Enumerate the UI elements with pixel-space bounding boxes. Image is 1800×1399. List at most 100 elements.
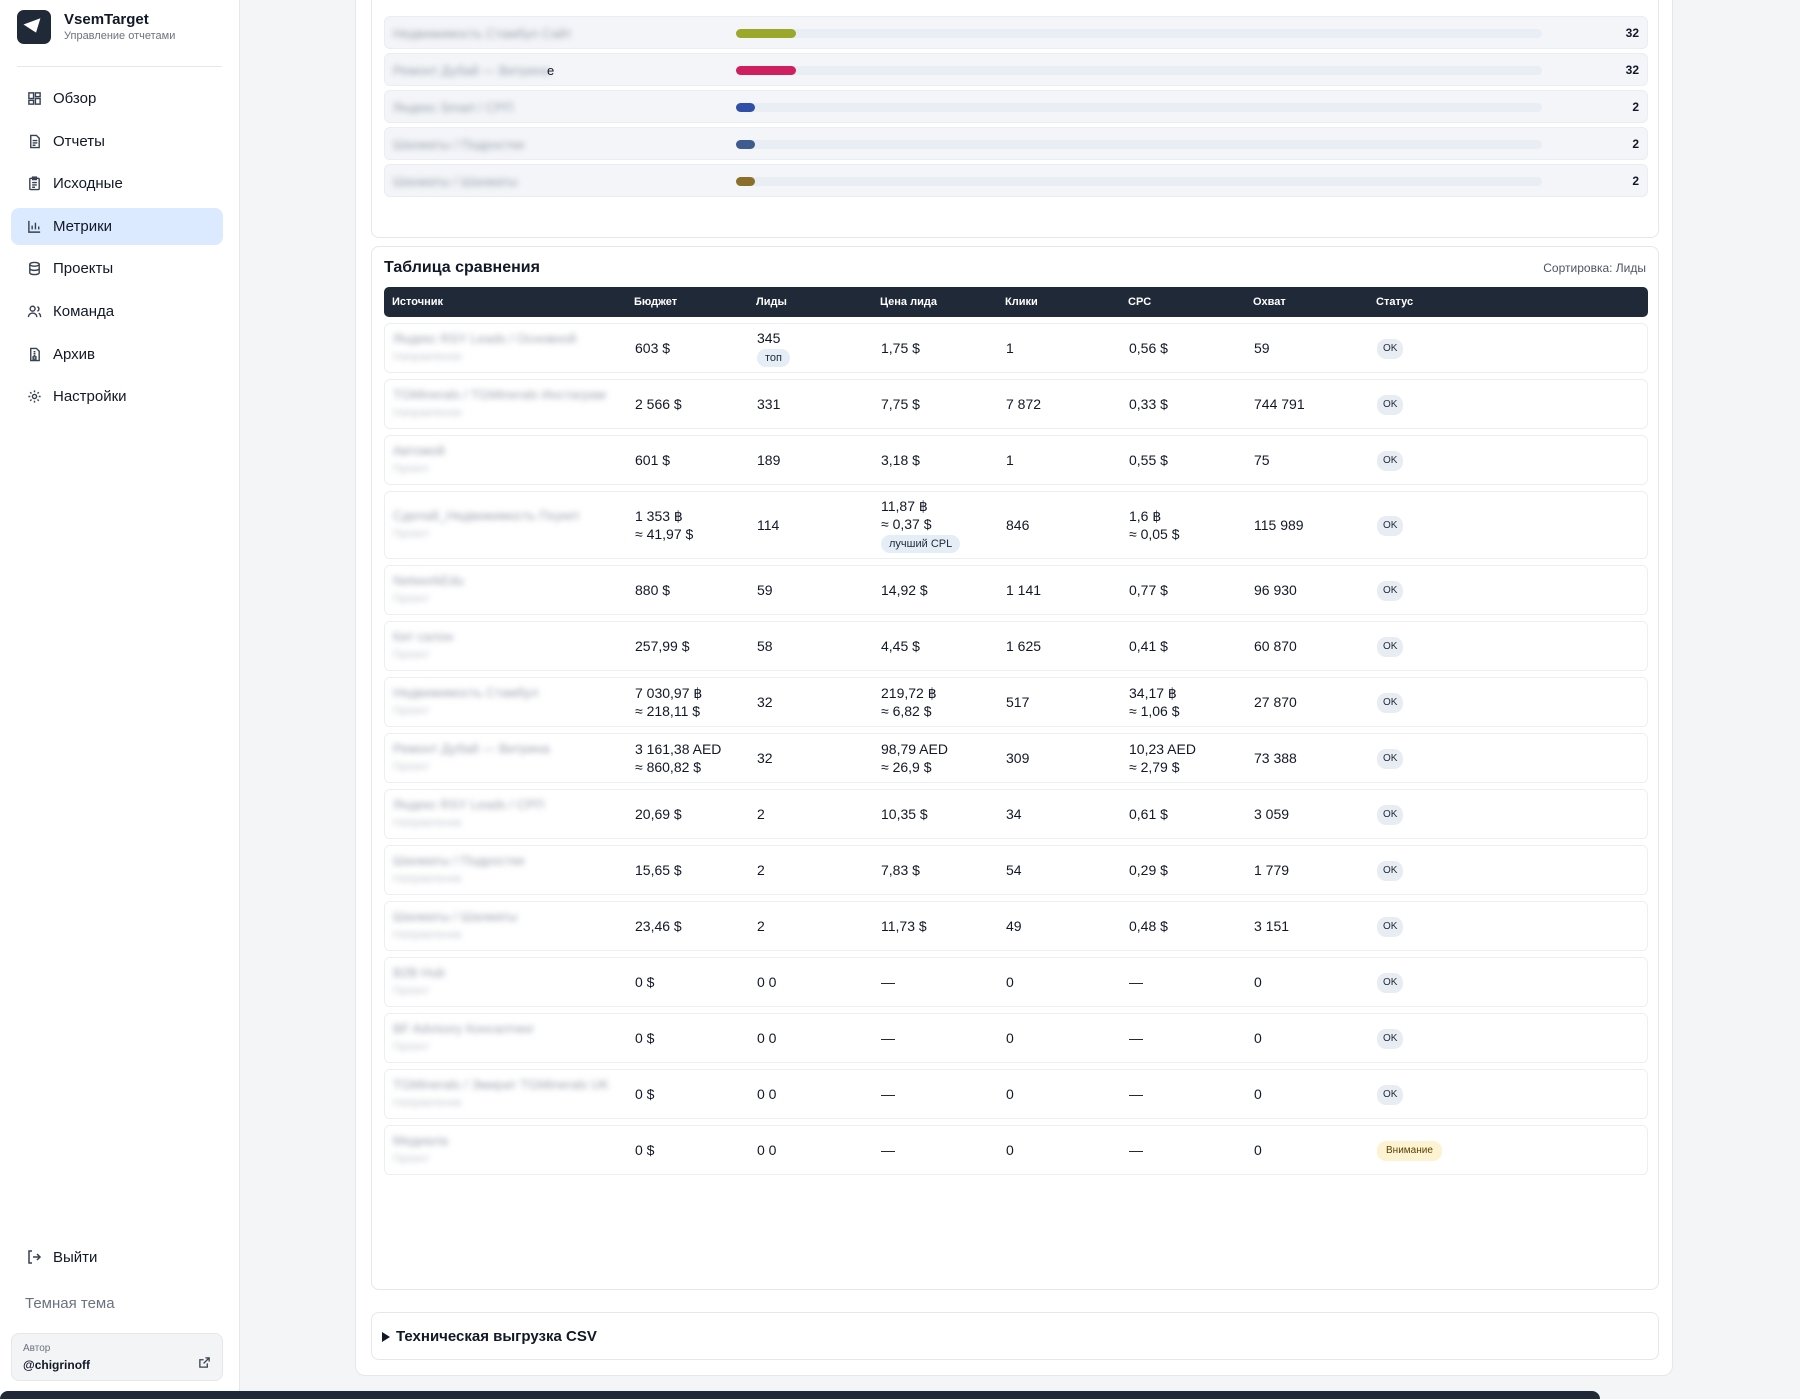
budget-cell: 0 $	[635, 1085, 654, 1103]
bar-row: Шахматы / Шахматы 2	[384, 164, 1648, 197]
cell-line: ≈ 860,82 $	[635, 759, 702, 775]
column-header[interactable]: CPC	[1128, 296, 1152, 308]
table-row[interactable]: Яндекс RSY Leads / Основной Направление 60…	[384, 323, 1648, 373]
source-type: Проект	[393, 705, 430, 717]
table-row[interactable]: Кит салон Проект 257,99 $ 58 4,45 $ 1 625 0,41…	[384, 621, 1648, 671]
leads-cell: 58	[757, 637, 773, 655]
clicks-cell: 1 141	[1006, 582, 1042, 598]
cell-line: 0,29 $	[1129, 862, 1168, 878]
budget-cell: 3 161,38 AED ≈ 860,82 $	[635, 740, 721, 776]
status-cell: OK	[1377, 1027, 1404, 1049]
logout-icon	[25, 1248, 43, 1266]
top-badge: топ	[757, 349, 790, 367]
bar-chart-icon	[25, 217, 43, 235]
status-badge[interactable]: OK	[1377, 339, 1404, 359]
cpl-cell: —	[881, 973, 895, 991]
source-type: Проект	[393, 761, 430, 773]
table-row[interactable]: BF Advisory Консалтинг Проект 0 $ 0 0 — 0 — 0 OK	[384, 1013, 1648, 1063]
column-header[interactable]: Охват	[1253, 296, 1286, 308]
status-cell: OK	[1377, 635, 1404, 657]
table-row[interactable]: TGMinerals / Эмират TGMinerals UK Направл…	[384, 1069, 1648, 1119]
budget-cell: 20,69 $	[635, 805, 682, 823]
cell-line: 0,56 $	[1129, 340, 1168, 356]
status-badge[interactable]: OK	[1377, 749, 1404, 769]
status-badge[interactable]: OK	[1377, 861, 1404, 881]
leads-cell: 345 топ	[757, 329, 790, 367]
sidebar-item-3[interactable]: Исходные	[11, 165, 223, 202]
sidebar-item-8[interactable]: Настройки	[11, 378, 223, 415]
table-header: Источник Бюджет Лиды Цена лида Клики CPC Охват…	[384, 287, 1648, 317]
sidebar-item-5[interactable]: Проекты	[11, 250, 223, 287]
sidebar-item-2[interactable]: Отчеты	[11, 123, 223, 160]
cpc-cell: 0,48 $	[1129, 917, 1168, 935]
table-row[interactable]: Яндекс RSY Leads / СРП Направление 20,69 $…	[384, 789, 1648, 839]
author-card[interactable]: Автор @chigrinoff	[11, 1333, 223, 1381]
column-header[interactable]: Статус	[1376, 296, 1414, 308]
csv-export-toggle[interactable]: Техническая выгрузка CSV	[371, 1312, 1659, 1360]
source-type: Направление	[393, 407, 462, 419]
clicks-cell: 1	[1006, 340, 1014, 356]
status-badge[interactable]: OK	[1377, 1029, 1404, 1049]
table-row[interactable]: TGMinerals / TGMinerals Инстаграм Направл…	[384, 379, 1648, 429]
table-row[interactable]: Сделай_Недвижимость Пхукет Проект 1 353 ฿ ≈…	[384, 491, 1648, 559]
source-name: Сделай_Недвижимость Пхукет	[393, 508, 581, 523]
theme-toggle[interactable]: Темная тема	[25, 1295, 115, 1312]
cell-line: 34,17 ฿	[1129, 685, 1177, 701]
cell-line: —	[881, 1142, 895, 1158]
sort-label[interactable]: Сортировка: Лиды	[1543, 261, 1646, 275]
table-row[interactable]: Недвижимость Стамбул Проект 7 030,97 ฿ ≈ 21…	[384, 677, 1648, 727]
column-header[interactable]: Бюджет	[634, 296, 678, 308]
status-badge[interactable]: OK	[1377, 637, 1404, 657]
table-row[interactable]: Шахматы / Шахматы Направление 23,46 $ 2 11,7…	[384, 901, 1648, 951]
status-badge[interactable]: OK	[1377, 917, 1404, 937]
table-row[interactable]: NetworkEdu Проект 880 $ 59 14,92 $ 1 141 0,77 …	[384, 565, 1648, 615]
sidebar-item-6[interactable]: Команда	[11, 293, 223, 330]
status-badge[interactable]: OK	[1377, 693, 1404, 713]
table-row[interactable]: Шахматы / Подростки Направление 15,65 $ 2 7,…	[384, 845, 1648, 895]
sidebar-item-1[interactable]: Обзор	[11, 80, 223, 117]
logout-button[interactable]: Выйти	[25, 1248, 97, 1266]
column-header[interactable]: Цена лида	[880, 296, 937, 308]
table-row[interactable]: Ремонт Дубай — Витрина Проект 3 161,38 AED…	[384, 733, 1648, 783]
column-header[interactable]: Источник	[392, 296, 444, 308]
brand[interactable]: VsemTarget Управление отчетами	[17, 10, 175, 44]
status-badge[interactable]: Внимание	[1377, 1141, 1442, 1161]
status-badge[interactable]: OK	[1377, 451, 1404, 471]
table-row[interactable]: B2B Hub Проект 0 $ 0 0 — 0 — 0 OK	[384, 957, 1648, 1007]
clicks-cell: 1 625	[1006, 638, 1042, 654]
sidebar-item-7[interactable]: Архив	[11, 336, 223, 373]
table-row[interactable]: Медиала Проект 0 $ 0 0 — 0 — 0 Внимание	[384, 1125, 1648, 1175]
status-badge[interactable]: OK	[1377, 395, 1404, 415]
clicks-cell: 0	[1006, 1142, 1014, 1158]
cell-line: 0 $	[635, 1030, 655, 1046]
bar-track	[736, 103, 1542, 112]
status-cell: OK	[1377, 1083, 1404, 1105]
cell-line: 58	[757, 638, 773, 654]
sidebar-item-4[interactable]: Метрики	[11, 207, 223, 245]
cpl-cell: 11,87 ฿ ≈ 0,37 $ лучший CPL	[881, 497, 961, 553]
status-badge[interactable]: OK	[1377, 581, 1404, 601]
status-badge[interactable]: OK	[1377, 973, 1404, 993]
users-icon	[25, 302, 43, 320]
status-badge[interactable]: OK	[1377, 516, 1404, 536]
author-label: Автор	[23, 1343, 51, 1354]
cpl-cell: 1,75 $	[881, 339, 920, 357]
cell-line: 0,41 $	[1129, 638, 1168, 654]
status-badge[interactable]: OK	[1377, 805, 1404, 825]
cpl-cell: —	[881, 1085, 895, 1103]
external-link-icon[interactable]	[198, 1356, 211, 1374]
bar-track	[736, 140, 1542, 149]
column-header[interactable]: Лиды	[756, 296, 787, 308]
cell-line: —	[881, 1086, 895, 1102]
leads-cell: 2	[757, 861, 765, 879]
bar-fill	[736, 103, 756, 112]
sidebar-item-label: Настройки	[53, 388, 127, 406]
bar-row: Шахматы / Подростки 2	[384, 127, 1648, 160]
cell-line: 0,48 $	[1129, 918, 1168, 934]
status-badge[interactable]: OK	[1377, 1085, 1404, 1105]
database-icon	[25, 260, 43, 278]
clicks-cell: 0	[1006, 1030, 1014, 1046]
column-header[interactable]: Клики	[1005, 296, 1038, 308]
bar-track	[736, 29, 1542, 38]
table-row[interactable]: Автомой Проект 601 $ 189 3,18 $ 1 0,55 $ 75 OK	[384, 435, 1648, 485]
